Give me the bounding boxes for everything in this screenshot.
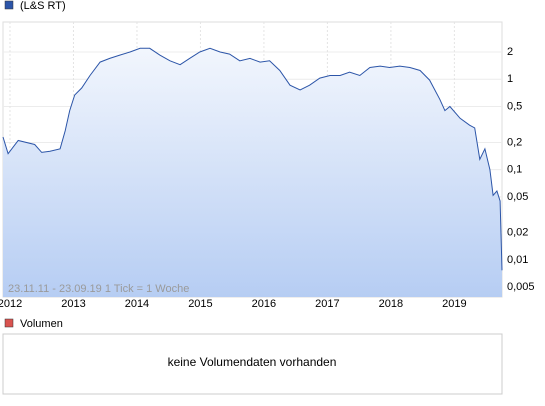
y-tick-label: 0,5 [507, 100, 522, 112]
y-tick-label: 0,1 [507, 164, 522, 176]
x-tick-label: 2012 [0, 298, 22, 310]
x-tick-label: 2017 [315, 298, 339, 310]
volume-legend-swatch [4, 318, 14, 328]
volume-message: keine Volumendaten vorhanden [168, 355, 337, 369]
x-tick-label: 2019 [442, 298, 466, 310]
y-tick-label: 0,01 [507, 254, 528, 266]
x-tick-label: 2014 [125, 298, 149, 310]
x-tick-label: 2016 [252, 298, 276, 310]
y-tick-label: 1 [507, 73, 513, 85]
x-tick-label: 2015 [188, 298, 212, 310]
x-tick-label: 2018 [379, 298, 403, 310]
y-tick-label: 2 [507, 46, 513, 58]
x-tick-label: 2013 [61, 298, 85, 310]
volume-legend-label: Volumen [20, 318, 63, 330]
area [3, 48, 502, 297]
line [2, 47, 503, 271]
volume-panel [2, 333, 503, 395]
y-tick-label: 0,2 [507, 136, 522, 148]
y-tick-label: 0,005 [507, 281, 535, 293]
annotation: 23.11.11 - 23.09.19 1 Tick = 1 Woche [8, 283, 189, 295]
y-tick-label: 0,02 [507, 227, 528, 239]
y-tick-label: 0,05 [507, 191, 528, 203]
legend-swatch [4, 0, 14, 10]
legend-label: (L&S RT) [20, 0, 66, 12]
